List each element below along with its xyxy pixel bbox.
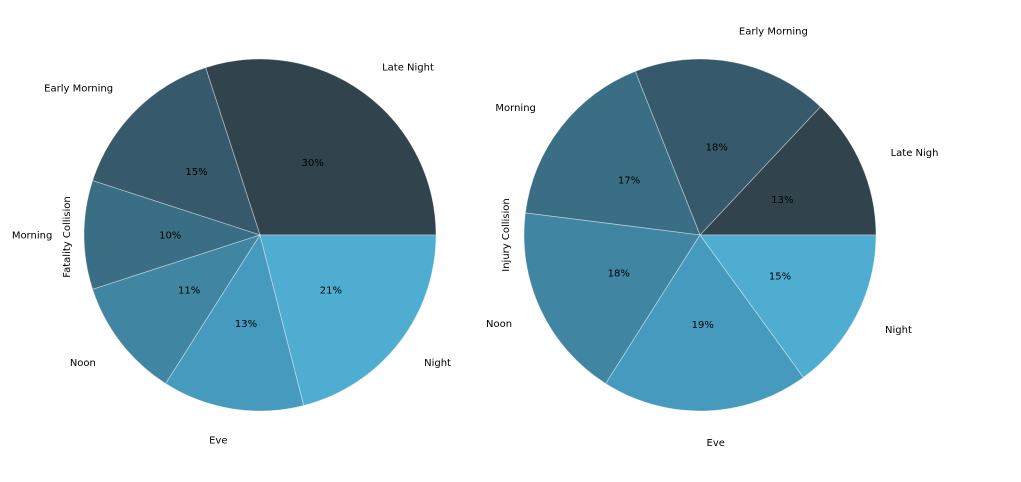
right-pie-slice-night: [699, 234, 877, 378]
left-pie-label-morning: Morning: [12, 231, 52, 242]
left-pie-pct-morning: 10%: [159, 231, 181, 242]
right-pie-pct-eve: 19%: [692, 320, 714, 331]
left-pie-slice-early-morning: [92, 67, 261, 236]
right-pie-slice-early-morning: [634, 58, 822, 236]
left-pie-slice-night: [259, 234, 437, 406]
right-pie-pct-early-morning: 18%: [706, 142, 728, 153]
right-pie-slice-morning: [524, 70, 701, 236]
right-pie-pct-morning: 17%: [618, 176, 640, 187]
left-pie-label-early-morning: Early Morning: [44, 84, 113, 95]
right-pie-label-morning: Morning: [495, 103, 535, 114]
right-pie-label-night: Night: [885, 325, 912, 336]
left-pie-slice-noon: [92, 234, 261, 385]
right-pie-label-late-nigh: Late Nigh: [891, 148, 939, 159]
right-pie-pct-noon: 18%: [608, 269, 630, 280]
left-pie-label-late-night: Late Night: [382, 63, 434, 74]
left-pie-slice-eve: [165, 234, 305, 412]
left-pie-ylabel: Fatality Collision: [62, 196, 73, 278]
left-pie-pct-eve: 13%: [235, 319, 257, 330]
right-pie-ylabel: Injury Collision: [501, 198, 512, 272]
right-pie-label-noon: Noon: [486, 319, 512, 330]
left-pie-pct-night: 21%: [320, 286, 342, 297]
left-pie-label-eve: Eve: [209, 436, 227, 447]
right-pie-slice-noon: [523, 212, 701, 385]
left-pie-slice-morning: [83, 180, 262, 290]
left-pie-label-noon: Noon: [70, 358, 96, 369]
right-pie-slice-eve: [605, 234, 805, 412]
left-pie-label-night: Night: [424, 358, 451, 369]
left-pie-slice-late-night: [205, 58, 437, 236]
right-pie-slice-late-nigh: [699, 106, 877, 236]
left-pie-pct-noon: 11%: [178, 286, 200, 297]
left-pie-pct-late-night: 30%: [302, 158, 324, 169]
right-pie-pct-night: 15%: [769, 271, 791, 282]
right-pie-chart: 13% Late Nigh 18% Early Morning 17% Morning 18…: [486, 27, 938, 450]
right-pie-label-early-morning: Early Morning: [739, 27, 808, 38]
right-pie-label-eve: Eve: [707, 438, 725, 449]
left-pie-pct-early-morning: 15%: [185, 167, 207, 178]
left-pie-chart: 30% Late Night 15% Early Morning 10% Morning 1…: [12, 58, 451, 447]
right-pie-pct-late-nigh: 13%: [771, 195, 793, 206]
